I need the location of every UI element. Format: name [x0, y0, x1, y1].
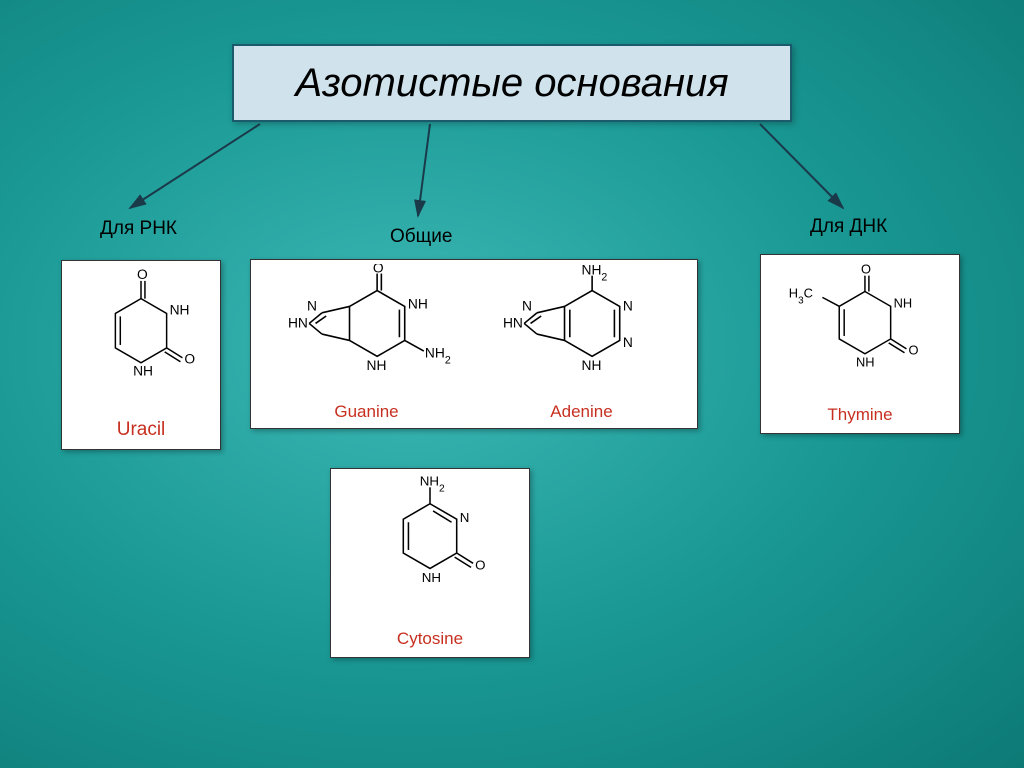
svg-text:NH2: NH2 [425, 345, 451, 366]
category-common-label: Общие [390, 226, 452, 248]
uracil-name: Uracil [117, 419, 166, 441]
svg-text:NH: NH [133, 364, 153, 379]
svg-text:HN: HN [288, 316, 308, 331]
svg-text:H3C: H3C [789, 285, 813, 306]
svg-text:NH: NH [170, 302, 190, 317]
arrow-common [418, 124, 430, 216]
cytosine-structure: NH2 N NH O [341, 475, 519, 629]
thymine-name: Thymine [827, 405, 892, 425]
guanine-adenine-card: O NH NH N HN NH2 Guanine [250, 259, 698, 429]
cytosine-card: NH2 N NH O Cytosine [330, 468, 530, 658]
svg-text:O: O [475, 557, 485, 572]
arrow-dna [760, 124, 843, 208]
thymine-card: O NH NH O H3C Thymine [760, 254, 960, 434]
adenine-structure: NH2 N N NH N HN [474, 264, 689, 402]
svg-text:O: O [861, 262, 871, 277]
svg-text:NH: NH [367, 358, 387, 373]
category-dna-label: Для ДНК [810, 216, 887, 238]
category-rna-label: Для РНК [100, 218, 177, 240]
svg-text:O: O [184, 352, 195, 367]
svg-text:N: N [623, 335, 633, 350]
svg-text:NH: NH [582, 358, 602, 373]
uracil-structure: O NH NH O [72, 267, 210, 419]
thymine-structure: O NH NH O H3C [771, 261, 949, 405]
guanine-name: Guanine [334, 402, 398, 422]
cytosine-name: Cytosine [397, 629, 463, 649]
svg-text:N: N [307, 299, 317, 314]
uracil-card: O NH NH O Uracil [61, 260, 221, 450]
svg-text:NH: NH [856, 355, 875, 370]
adenine-name: Adenine [550, 402, 612, 422]
svg-text:O: O [373, 264, 384, 275]
arrow-rna [130, 124, 260, 208]
svg-text:N: N [460, 510, 470, 525]
guanine-structure: O NH NH N HN NH2 [259, 264, 474, 402]
svg-text:NH: NH [408, 297, 428, 312]
svg-text:N: N [623, 299, 633, 314]
svg-text:NH: NH [422, 570, 441, 585]
svg-text:NH2: NH2 [420, 475, 445, 494]
svg-text:NH2: NH2 [582, 264, 608, 284]
svg-text:O: O [908, 343, 918, 358]
svg-text:O: O [137, 267, 148, 282]
svg-text:N: N [522, 299, 532, 314]
svg-text:HN: HN [503, 316, 523, 331]
svg-text:NH: NH [894, 295, 913, 310]
